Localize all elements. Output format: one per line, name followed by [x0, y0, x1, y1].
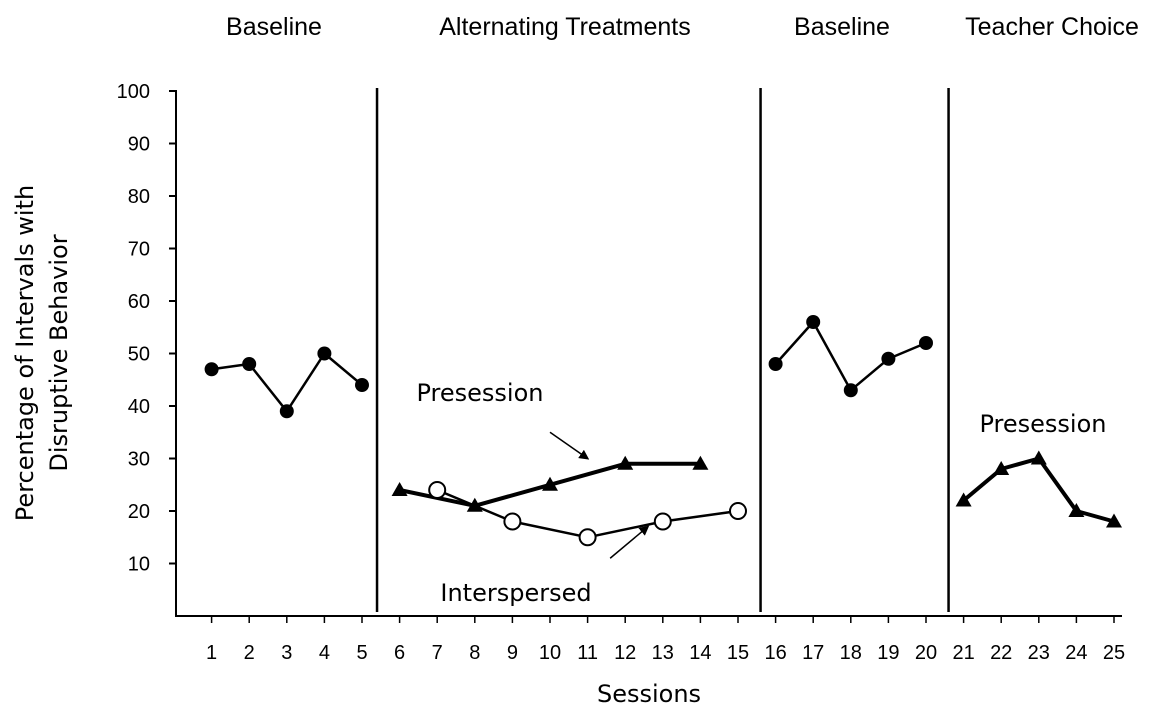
data-point [428, 481, 447, 499]
x-tick-label: 25 [1103, 642, 1125, 664]
y-tick-label: 20 [128, 501, 150, 523]
data-point [317, 346, 332, 361]
data-point [279, 404, 294, 419]
x-tick-label: 3 [281, 642, 292, 664]
data-point [692, 455, 709, 470]
x-tick-label: 18 [840, 642, 862, 664]
y-tick-label: 40 [128, 396, 150, 418]
series-4 [768, 315, 933, 398]
x-tick-label: 22 [990, 642, 1012, 664]
data-point [503, 512, 522, 531]
phase-label-baseline-1: Baseline [226, 13, 322, 41]
data-point [768, 357, 783, 371]
x-tick-label: 21 [952, 642, 974, 664]
data-point [653, 512, 672, 531]
data-series [204, 315, 1122, 547]
y-tick-label: 90 [128, 134, 150, 156]
x-tick-label: 10 [539, 642, 561, 664]
series-line [774, 320, 927, 392]
x-tick-label: 13 [652, 642, 674, 664]
data-point [729, 502, 747, 520]
x-tick-label: 12 [614, 642, 636, 664]
y-axis-title-line-1: Percentage of Intervals with [11, 185, 39, 521]
x-tick-label: 8 [469, 642, 480, 664]
series-5 [955, 450, 1122, 528]
data-point [355, 378, 369, 392]
x-tick-label: 17 [802, 642, 824, 664]
x-tick-label: 9 [507, 642, 518, 664]
annotation-interspersed: Interspersed [440, 579, 591, 607]
data-point [204, 362, 219, 377]
y-tick-label: 60 [128, 291, 150, 313]
y-tick-label: 30 [128, 449, 150, 471]
series-line [211, 352, 363, 413]
x-tick-label: 2 [244, 642, 255, 664]
y-ticks: 10 20 30 40 50 60 70 80 90 100 [117, 81, 176, 576]
data-point [242, 357, 257, 371]
phase-label-baseline-2: Baseline [794, 13, 890, 41]
phase-change-lines [375, 88, 950, 612]
y-tick-label: 70 [128, 239, 150, 261]
y-tick-label: 50 [128, 344, 150, 366]
series-3 [428, 481, 747, 547]
data-point [542, 476, 558, 491]
data-point [843, 383, 858, 398]
x-tick-label: 15 [727, 642, 749, 664]
y-tick-label: 80 [128, 186, 150, 208]
x-ticks: 1 2 3 4 5 6 7 8 9 10 11 12 13 14 15 16 17 18 19 20 21 22 23 24 2… [206, 616, 1125, 664]
x-tick-label: 14 [689, 642, 711, 664]
phase-label-teacher-choice: Teacher Choice [965, 13, 1139, 41]
x-tick-label: 4 [319, 642, 330, 664]
x-tick-label: 6 [394, 642, 405, 664]
x-tick-label: 16 [764, 642, 786, 664]
x-tick-label: 19 [877, 642, 899, 664]
y-axis-title-line-2: Disruptive Behavior [45, 234, 73, 471]
series-2 [391, 455, 709, 512]
annotation-presession-alternating: Presession [417, 379, 544, 407]
series-line [962, 456, 1115, 524]
data-point [993, 461, 1010, 475]
x-tick-label: 20 [915, 642, 937, 664]
data-point [881, 351, 896, 366]
y-tick-label: 10 [128, 554, 150, 576]
series-1 [204, 346, 369, 419]
data-point [1106, 513, 1122, 528]
x-tick-label: 11 [577, 642, 598, 664]
phase-label-alternating-treatments: Alternating Treatments [439, 13, 691, 41]
data-point [617, 455, 634, 470]
x-tick-label: 24 [1065, 642, 1087, 664]
x-axis-title: Sessions [597, 680, 701, 708]
x-tick-label: 23 [1028, 642, 1050, 664]
x-tick-label: 5 [356, 642, 367, 664]
x-tick-label: 7 [432, 642, 443, 664]
data-point [919, 336, 933, 350]
annotation-arrow [609, 525, 650, 559]
annotation-arrow [549, 431, 590, 460]
annotation-arrows [549, 431, 650, 559]
annotation-presession-teacher-choice: Presession [980, 410, 1107, 438]
data-point [391, 482, 408, 496]
data-point [806, 315, 821, 329]
x-tick-label: 1 [206, 642, 217, 664]
data-point [578, 528, 597, 547]
data-point [1030, 450, 1047, 465]
data-point [955, 492, 972, 507]
y-tick-label: 100 [117, 81, 150, 103]
data-point [1068, 503, 1085, 517]
